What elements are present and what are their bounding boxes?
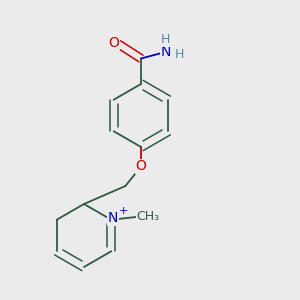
Text: CH₃: CH₃ bbox=[136, 210, 159, 223]
Text: N: N bbox=[161, 46, 171, 59]
Text: H: H bbox=[174, 48, 184, 62]
Text: +: + bbox=[118, 206, 128, 216]
Text: O: O bbox=[136, 160, 146, 173]
Text: H: H bbox=[161, 33, 171, 46]
Text: O: O bbox=[109, 36, 119, 50]
Text: N: N bbox=[108, 211, 118, 225]
